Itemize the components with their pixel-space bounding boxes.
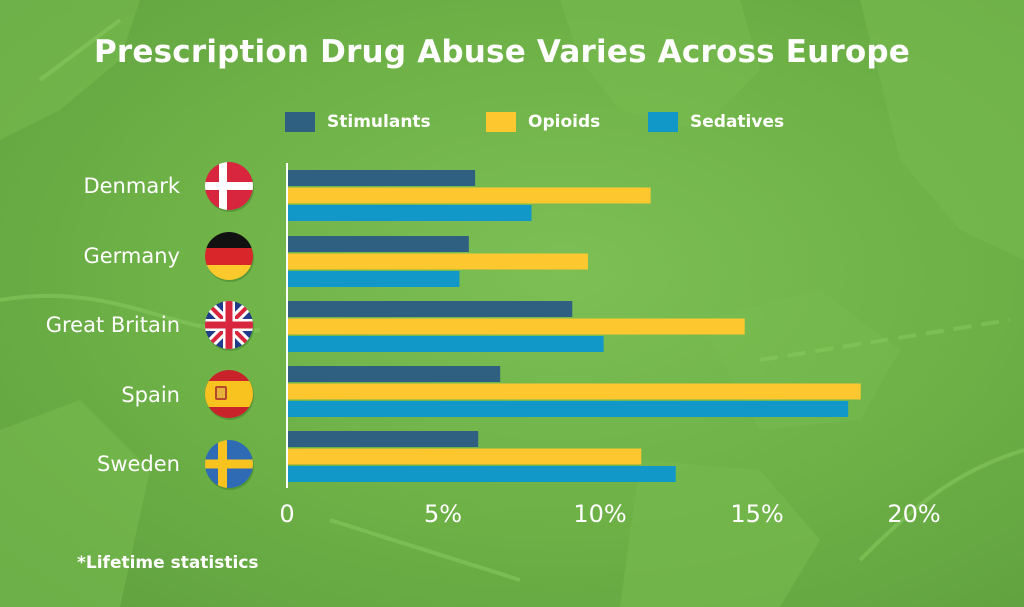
bar-denmark-stimulants <box>288 170 476 186</box>
legend-item-opioids: Opioids <box>486 112 600 132</box>
legend-swatch-opioids <box>486 112 516 132</box>
category-label-sweden: Sweden <box>97 452 180 476</box>
category-label-denmark: Denmark <box>83 174 180 198</box>
bar-germany-opioids <box>288 253 588 270</box>
bar-sweden-stimulants <box>288 431 479 447</box>
bar-sweden-opioids <box>288 448 642 465</box>
bar-denmark-sedatives <box>288 205 532 221</box>
legend-swatch-stimulants <box>285 112 315 132</box>
x-tick-0: 0 <box>279 500 295 528</box>
x-tick-10: 10% <box>573 500 627 528</box>
legend-label-sedatives: Sedatives <box>690 112 785 132</box>
legend-label-stimulants: Stimulants <box>327 112 431 132</box>
bar-spain-sedatives <box>288 401 849 417</box>
bar-great-britain-stimulants <box>288 301 573 317</box>
x-tick-20: 20% <box>887 500 941 528</box>
bar-great-britain-opioids <box>288 318 745 335</box>
bar-spain-stimulants <box>288 366 501 382</box>
bar-spain-opioids <box>288 383 861 400</box>
bar-great-britain-sedatives <box>288 336 604 352</box>
bar-sweden-sedatives <box>288 466 676 482</box>
chart-title: Prescription Drug Abuse Varies Across Eu… <box>93 34 911 70</box>
legend-swatch-sedatives <box>648 112 678 132</box>
legend: Stimulants Opioids Sedatives <box>0 112 1024 136</box>
category-label-great-britain: Great Britain <box>45 313 180 337</box>
spain-flag-icon <box>205 370 254 420</box>
bar-germany-sedatives <box>288 271 460 287</box>
bars-group <box>288 170 861 482</box>
great-britain-flag-icon <box>205 301 254 351</box>
legend-item-stimulants: Stimulants <box>285 112 431 132</box>
footnote: *Lifetime statistics <box>77 553 259 573</box>
bar-denmark-opioids <box>288 187 651 204</box>
germany-flag-icon <box>205 232 254 282</box>
x-tick-5: 5% <box>423 500 463 528</box>
legend-label-opioids: Opioids <box>528 112 601 132</box>
legend-item-sedatives: Sedatives <box>648 112 784 132</box>
bar-germany-stimulants <box>288 236 469 252</box>
category-label-germany: Germany <box>83 244 180 268</box>
sweden-flag-icon <box>205 440 254 490</box>
category-label-spain: Spain <box>121 383 180 407</box>
x-tick-15: 15% <box>730 500 784 528</box>
denmark-flag-icon <box>205 162 254 212</box>
